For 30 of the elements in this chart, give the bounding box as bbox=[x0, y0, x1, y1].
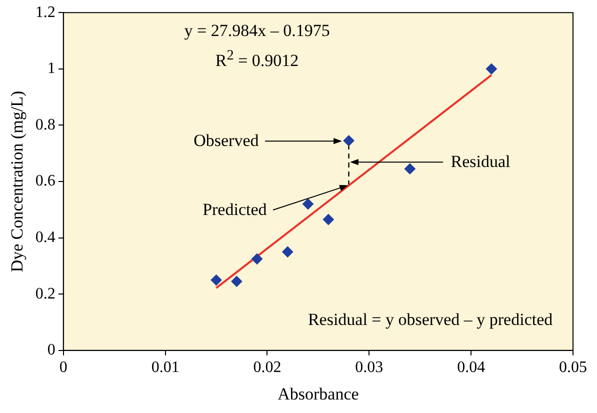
point bbox=[404, 163, 416, 174]
annotation: Residual bbox=[450, 152, 510, 171]
y-tick-label: 0.6 bbox=[35, 172, 56, 190]
x-tick-label: 0.01 bbox=[151, 359, 180, 376]
y-tick-label: 1 bbox=[47, 60, 56, 78]
point bbox=[282, 246, 294, 258]
y-tick-label: 1.2 bbox=[35, 4, 56, 21]
y-tick-label: 0.8 bbox=[35, 116, 56, 134]
x-tick-label: 0.05 bbox=[559, 359, 587, 376]
x-tick-label: 0.02 bbox=[253, 359, 282, 376]
x-axis-title: Absorbance bbox=[278, 384, 359, 404]
y-axis-title: Dye Concentration (mg/L) bbox=[8, 90, 27, 272]
point bbox=[322, 214, 334, 226]
point bbox=[252, 253, 263, 264]
point bbox=[343, 135, 354, 146]
annotation: R$^{2}$ = 0.9012 bbox=[215, 48, 299, 70]
point bbox=[486, 63, 497, 74]
annotation: y = 27.984x – 0.1975 bbox=[184, 20, 330, 40]
point bbox=[210, 274, 222, 286]
annotation: Predicted bbox=[202, 200, 267, 220]
y-tick-label: 0.2 bbox=[35, 285, 56, 302]
annotation: Residual = y observed – y predicted bbox=[308, 310, 553, 330]
x-tick-label: 0.03 bbox=[355, 359, 384, 376]
y-tick-label: 0 bbox=[47, 342, 56, 359]
annotation: Observed bbox=[194, 130, 259, 150]
point bbox=[302, 198, 314, 210]
y-tick-label: 0.4 bbox=[35, 229, 56, 246]
point bbox=[231, 276, 242, 287]
x-tick-label: 0 bbox=[59, 359, 68, 376]
x-tick-label: 0.04 bbox=[457, 359, 486, 376]
